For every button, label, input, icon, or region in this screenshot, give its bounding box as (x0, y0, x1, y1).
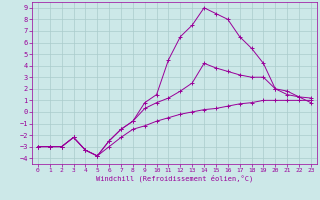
X-axis label: Windchill (Refroidissement éolien,°C): Windchill (Refroidissement éolien,°C) (96, 175, 253, 182)
